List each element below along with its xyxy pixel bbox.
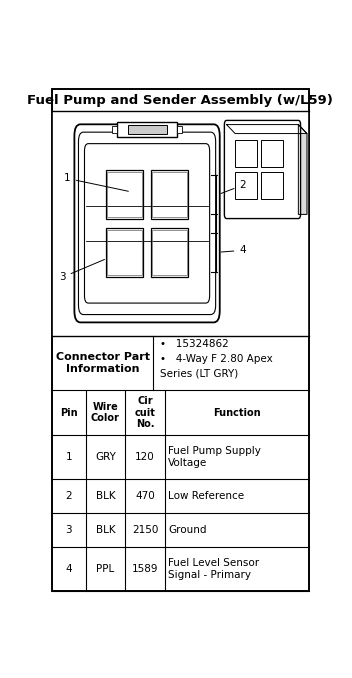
Text: Cir
cuit
No.: Cir cuit No. — [135, 396, 156, 429]
Text: BLK: BLK — [96, 491, 115, 501]
Bar — [151, 170, 188, 219]
Bar — [112, 125, 117, 133]
Text: 4: 4 — [221, 245, 246, 256]
Bar — [261, 140, 283, 167]
Bar — [235, 172, 257, 199]
Text: Function: Function — [213, 407, 260, 418]
Bar — [106, 228, 143, 277]
Polygon shape — [227, 125, 307, 134]
Bar — [107, 230, 142, 275]
Text: 120: 120 — [135, 452, 155, 462]
Text: Low Reference: Low Reference — [168, 491, 244, 501]
Text: 3: 3 — [59, 260, 105, 282]
Bar — [107, 172, 142, 217]
Bar — [127, 125, 166, 134]
FancyBboxPatch shape — [224, 121, 301, 218]
Text: 2: 2 — [65, 491, 72, 501]
Polygon shape — [298, 125, 307, 214]
FancyBboxPatch shape — [84, 144, 210, 303]
Bar — [151, 228, 188, 277]
Bar — [117, 122, 177, 136]
Text: 470: 470 — [135, 491, 155, 501]
Text: 1: 1 — [64, 174, 128, 191]
Text: 1: 1 — [65, 452, 72, 462]
Bar — [152, 172, 187, 217]
Text: Fuel Pump Supply
Voltage: Fuel Pump Supply Voltage — [168, 446, 261, 468]
Text: 1589: 1589 — [132, 564, 158, 574]
FancyBboxPatch shape — [74, 124, 220, 323]
Text: 4: 4 — [65, 564, 72, 574]
Text: Fuel Level Sensor
Signal - Primary: Fuel Level Sensor Signal - Primary — [168, 559, 259, 580]
Text: •   15324862
•   4-Way F 2.80 Apex
Series (LT GRY): • 15324862 • 4-Way F 2.80 Apex Series (L… — [160, 339, 273, 378]
Text: 2: 2 — [221, 180, 246, 193]
Bar — [152, 230, 187, 275]
Bar — [235, 140, 257, 167]
Bar — [52, 111, 309, 336]
Text: PPL: PPL — [96, 564, 114, 574]
Bar — [177, 125, 182, 133]
FancyBboxPatch shape — [78, 132, 216, 315]
Text: GRY: GRY — [95, 452, 116, 462]
Text: 2150: 2150 — [132, 525, 158, 535]
Text: Connector Part
Information: Connector Part Information — [56, 352, 150, 374]
Text: Wire
Color: Wire Color — [91, 402, 120, 423]
Bar — [261, 172, 283, 199]
Text: BLK: BLK — [96, 525, 115, 535]
Text: Fuel Pump and Sender Assembly (w/L59): Fuel Pump and Sender Assembly (w/L59) — [27, 94, 333, 106]
Bar — [106, 170, 143, 219]
Text: Pin: Pin — [60, 407, 78, 418]
Text: Ground: Ground — [168, 525, 207, 535]
Text: 3: 3 — [65, 525, 72, 535]
